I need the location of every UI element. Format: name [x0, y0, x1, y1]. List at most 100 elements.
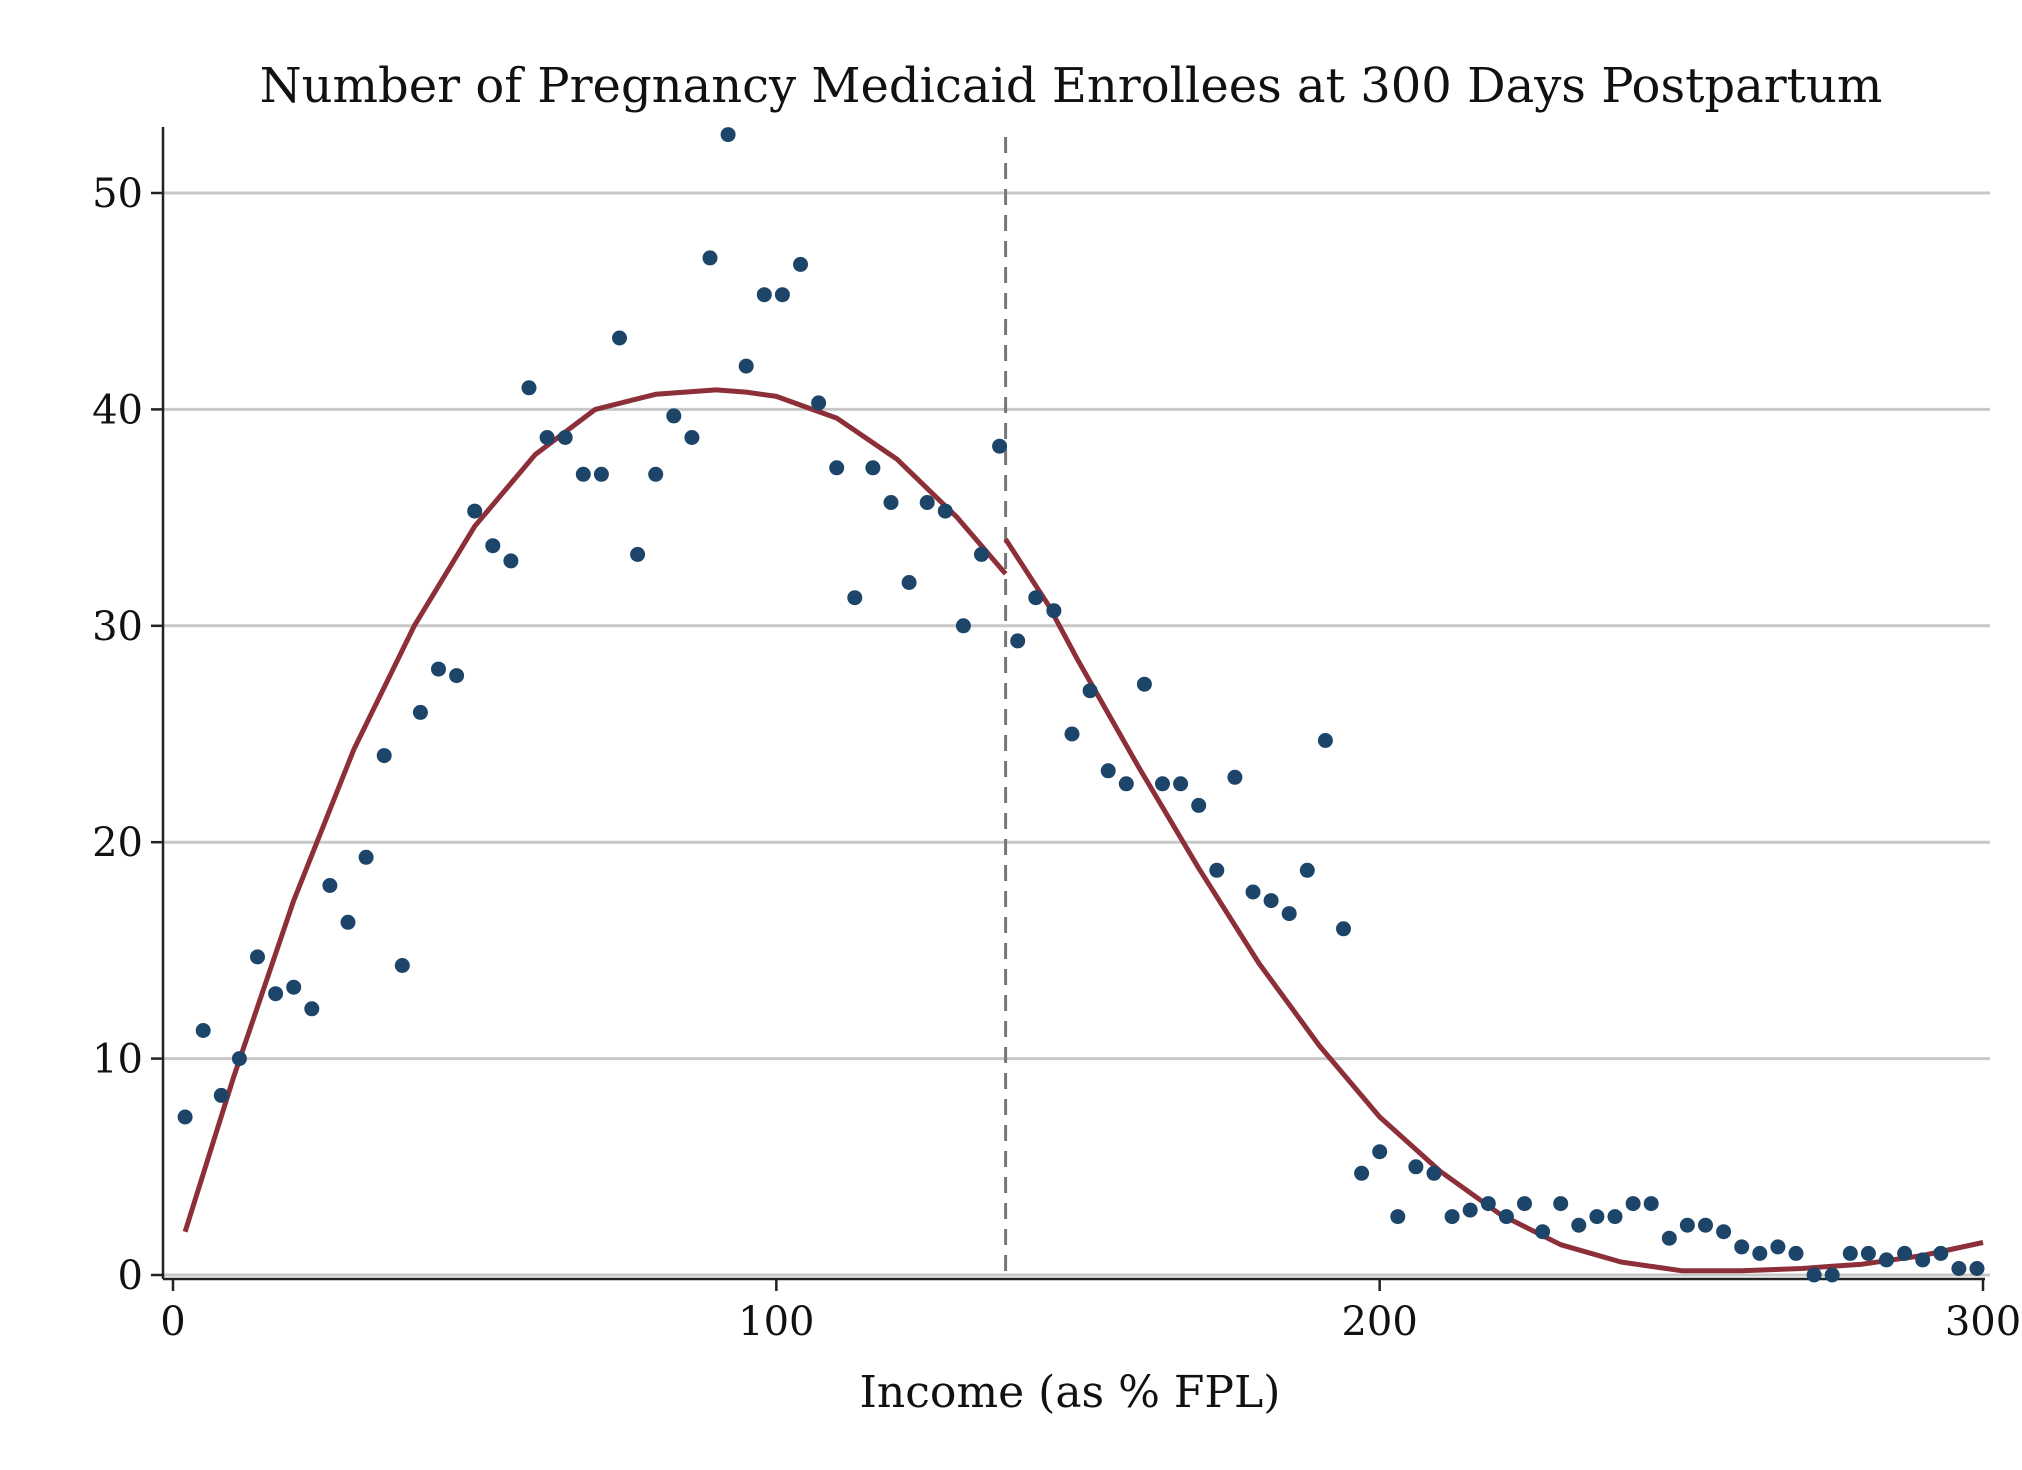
- fit-lines: [182, 387, 1984, 1274]
- data-point: [195, 1023, 211, 1038]
- data-point: [1734, 1239, 1750, 1255]
- data-points: [177, 127, 1985, 1283]
- data-point: [1698, 1217, 1713, 1233]
- data-point: [774, 287, 790, 303]
- data-point: [485, 538, 501, 554]
- data-point: [1191, 797, 1207, 813]
- data-point: [1770, 1239, 1786, 1255]
- data-point: [1752, 1245, 1768, 1261]
- data-point: [1915, 1252, 1931, 1268]
- data-point: [1969, 1261, 1985, 1276]
- data-point: [1245, 884, 1261, 900]
- data-point: [1227, 769, 1243, 785]
- data-point: [1589, 1209, 1605, 1225]
- data-point: [919, 495, 935, 510]
- data-point: [1933, 1245, 1949, 1261]
- data-point: [557, 430, 573, 445]
- data-point: [1064, 726, 1080, 742]
- data-point: [268, 986, 284, 1002]
- data-point: [304, 1001, 320, 1017]
- data-point: [1354, 1165, 1370, 1181]
- data-point: [720, 127, 736, 143]
- fit-line-right: [1003, 537, 1984, 1274]
- data-point: [412, 704, 428, 720]
- data-point: [974, 546, 989, 562]
- data-point: [1842, 1245, 1858, 1261]
- data-point: [213, 1087, 229, 1103]
- data-point: [1860, 1245, 1876, 1261]
- data-point: [1806, 1267, 1822, 1283]
- data-point: [250, 949, 265, 965]
- data-point: [467, 503, 483, 519]
- x-tick-label: 300: [1945, 1299, 2021, 1345]
- data-point: [177, 1109, 193, 1125]
- data-point: [992, 438, 1008, 454]
- data-point: [1263, 893, 1279, 909]
- data-point: [1372, 1144, 1388, 1160]
- data-point: [539, 430, 555, 445]
- data-point: [521, 380, 537, 396]
- data-point: [1824, 1267, 1840, 1283]
- data-point: [1155, 776, 1170, 792]
- data-point: [1951, 1261, 1967, 1276]
- data-point: [738, 358, 754, 374]
- data-point: [847, 590, 863, 606]
- data-point: [376, 748, 392, 764]
- data-point: [1643, 1196, 1659, 1212]
- data-point: [1082, 683, 1098, 699]
- data-point: [612, 330, 627, 346]
- data-point: [756, 287, 772, 303]
- data-point: [648, 466, 664, 482]
- data-point: [449, 668, 465, 684]
- data-point: [1607, 1209, 1623, 1225]
- gridlines: [163, 191, 1990, 1277]
- data-point: [1625, 1196, 1641, 1212]
- data-point: [1299, 862, 1315, 878]
- data-point: [1444, 1209, 1460, 1225]
- data-point: [1317, 733, 1333, 748]
- data-point: [575, 466, 591, 482]
- data-point: [1517, 1196, 1532, 1212]
- y-tick-label: 10: [92, 1037, 143, 1083]
- x-axis-title: Income (as % FPL): [860, 1367, 1281, 1418]
- data-point: [431, 661, 446, 677]
- data-point: [684, 430, 700, 445]
- data-point: [1879, 1252, 1894, 1268]
- data-point: [901, 575, 917, 590]
- data-point: [358, 849, 374, 865]
- y-tick-label: 30: [92, 604, 143, 650]
- data-point: [394, 958, 410, 973]
- x-tick-label: 100: [738, 1299, 814, 1345]
- data-point: [503, 553, 519, 569]
- data-point: [1336, 921, 1351, 937]
- data-point: [1136, 676, 1152, 692]
- fit-line-left: [182, 387, 1008, 1233]
- data-point: [1281, 906, 1297, 922]
- data-point: [322, 878, 338, 893]
- data-point: [1897, 1245, 1913, 1261]
- y-tick-label: 0: [118, 1253, 143, 1299]
- data-point: [955, 618, 971, 634]
- y-tick-label: 40: [92, 387, 143, 433]
- data-point: [666, 408, 682, 424]
- data-point: [883, 495, 899, 510]
- data-point: [340, 914, 356, 930]
- data-point: [1553, 1196, 1569, 1212]
- data-point: [1535, 1224, 1551, 1240]
- data-point: [702, 250, 718, 266]
- data-point: [1100, 763, 1116, 779]
- data-point: [1010, 633, 1026, 649]
- data-point: [1661, 1230, 1677, 1246]
- ticks: 0 10 20 30 40 50 0 100 200 300: [92, 171, 2021, 1345]
- x-tick-label: 0: [160, 1299, 185, 1345]
- data-point: [865, 460, 881, 476]
- data-point: [1408, 1159, 1424, 1175]
- data-point: [1209, 862, 1225, 878]
- data-point: [286, 979, 302, 995]
- data-point: [1046, 603, 1062, 619]
- x-tick-label: 200: [1341, 1299, 1417, 1345]
- data-point: [231, 1051, 247, 1067]
- chart-title: Number of Pregnancy Medicaid Enrollees a…: [260, 58, 1883, 114]
- data-point: [1173, 776, 1189, 792]
